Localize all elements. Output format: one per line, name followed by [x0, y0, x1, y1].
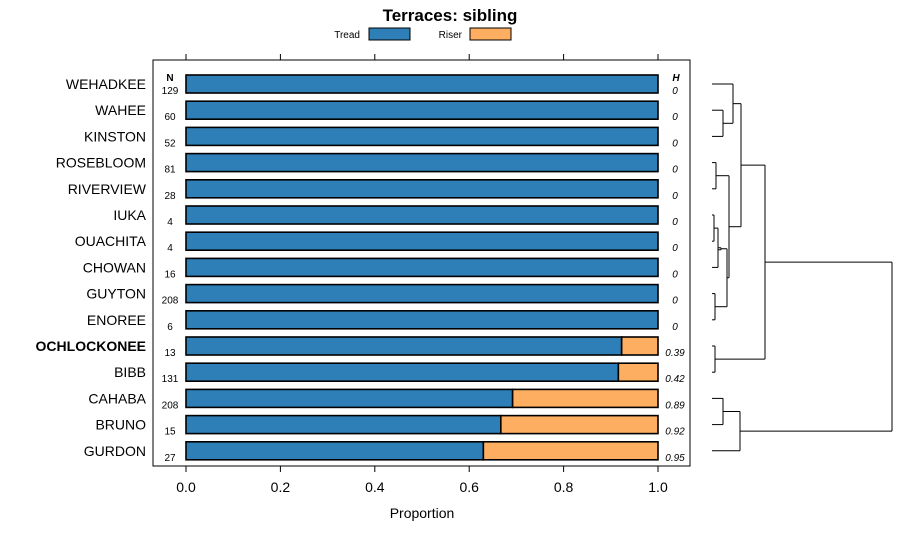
- bar-tread-chowan: [185, 257, 659, 278]
- h-value: 0: [672, 138, 678, 149]
- bar-tread-ochlockonee: [185, 336, 623, 356]
- n-value: 6: [167, 322, 173, 333]
- bar-tread-bruno: [185, 414, 502, 435]
- n-value: 131: [162, 374, 179, 385]
- x-axis: 0.0 0.2 0.4 0.6 0.8 1.0: [176, 54, 668, 495]
- category-label: ENOREE: [87, 312, 146, 328]
- bar-riser-ochlockonee: [620, 336, 659, 356]
- legend-swatch-tread: [368, 27, 411, 41]
- h-value: 0: [672, 165, 678, 176]
- n-value: 208: [162, 296, 179, 307]
- h-value: 0: [672, 243, 678, 254]
- bar-tread-kinston: [185, 126, 659, 147]
- h-value: 0.89: [665, 400, 685, 411]
- n-value: 13: [164, 348, 176, 359]
- x-axis-label: Proportion: [390, 505, 455, 521]
- category-label: IUKA: [113, 207, 146, 223]
- category-label: BRUNO: [95, 417, 146, 433]
- bar-tread-guyton: [185, 283, 659, 304]
- n-value: 208: [162, 400, 179, 411]
- x-tick-label: 0.0: [176, 479, 196, 495]
- bar-tread-enoree: [185, 309, 659, 330]
- n-value: 81: [164, 165, 176, 176]
- h-value: 0: [672, 217, 678, 228]
- h-value: 0.95: [665, 453, 685, 464]
- bar-tread-wehadkee: [185, 74, 659, 94]
- x-tick-label: 0.2: [271, 479, 291, 495]
- x-tick-label: 0.4: [365, 479, 385, 495]
- category-label: CHOWAN: [83, 259, 146, 275]
- n-value: 4: [167, 243, 173, 254]
- category-label: RIVERVIEW: [68, 181, 147, 197]
- h-value: 0: [672, 86, 678, 97]
- n-value: 28: [164, 191, 176, 202]
- bar-riser-bibb: [617, 362, 659, 383]
- category-label: OUACHITA: [75, 233, 147, 249]
- h-value: 0.92: [665, 427, 685, 438]
- n-value: 52: [164, 138, 176, 149]
- category-label: GURDON: [84, 443, 146, 459]
- bar-tread-iuka: [185, 205, 659, 225]
- category-label: CAHABA: [88, 390, 146, 406]
- legend-label-riser: Riser: [439, 30, 463, 41]
- h-value: 0: [672, 191, 678, 202]
- h-value: 0: [672, 112, 678, 123]
- h-value: 0: [672, 296, 678, 307]
- legend: Tread Riser: [334, 27, 512, 41]
- category-label: KINSTON: [84, 128, 146, 144]
- n-value: 15: [164, 427, 176, 438]
- h-value: 0: [672, 269, 678, 280]
- category-label: GUYTON: [86, 286, 146, 302]
- category-label: ROSEBLOOM: [56, 155, 146, 171]
- legend-label-tread: Tread: [334, 30, 360, 41]
- bar-tread-riverview: [185, 179, 659, 199]
- h-value: 0.42: [665, 374, 685, 385]
- category-label: WAHEE: [95, 102, 146, 118]
- bar-riser-gurdon: [482, 440, 659, 461]
- bars: [185, 74, 659, 461]
- bar-riser-bruno: [500, 414, 659, 435]
- bar-tread-wahee: [185, 100, 659, 120]
- bar-tread-cahaba: [185, 388, 514, 409]
- dendrogram: [712, 83, 893, 452]
- category-label: OCHLOCKONEE: [36, 338, 146, 354]
- bar-tread-bibb: [185, 362, 620, 383]
- chart-title: Terraces: sibling: [383, 6, 518, 25]
- n-header: N: [166, 73, 173, 84]
- x-tick-label: 1.0: [648, 479, 668, 495]
- plot-frame: [152, 59, 691, 467]
- x-tick-label: 0.6: [459, 479, 479, 495]
- n-value: 16: [164, 269, 176, 280]
- legend-swatch-riser: [469, 27, 512, 41]
- bar-tread-gurdon: [185, 440, 485, 461]
- h-value: 0: [672, 322, 678, 333]
- h-header: H: [672, 73, 680, 84]
- x-tick-label: 0.8: [554, 479, 574, 495]
- category-label: BIBB: [114, 364, 146, 380]
- n-value: 129: [162, 86, 179, 97]
- n-value: 60: [164, 112, 176, 123]
- h-value: 0.39: [665, 348, 685, 359]
- n-value: 27: [164, 453, 176, 464]
- category-label: WEHADKEE: [66, 76, 146, 92]
- bar-riser-cahaba: [511, 388, 659, 409]
- bar-tread-rosebloom: [185, 152, 659, 173]
- bar-tread-ouachita: [185, 231, 659, 251]
- n-value: 4: [167, 217, 173, 228]
